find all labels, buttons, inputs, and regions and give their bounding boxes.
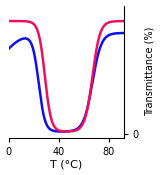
X-axis label: T (°C): T (°C): [50, 159, 82, 169]
Y-axis label: Transmittance (%): Transmittance (%): [144, 27, 154, 116]
